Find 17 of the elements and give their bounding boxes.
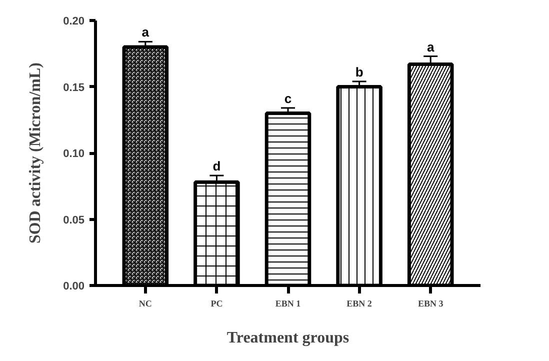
annotation: d <box>212 158 221 174</box>
x-tick-label: EBN 1 <box>275 298 302 308</box>
y-tick-label: 0.10 <box>63 148 85 160</box>
x-tick-label: PC <box>210 298 223 308</box>
y-axis-title: SOD activity (Micron/mL) <box>27 62 44 244</box>
annotation: a <box>426 39 435 54</box>
x-tick-label: EBN 3 <box>418 298 444 308</box>
y-tick-label: 0.20 <box>63 16 85 28</box>
y-tick-label: 0.15 <box>63 82 85 94</box>
x-tick-label: EBN 2 <box>346 298 372 308</box>
annotation: c <box>284 90 292 106</box>
y-tick-label: 0.05 <box>63 214 85 226</box>
y-tick-label: 0.00 <box>63 280 85 292</box>
x-tick-label: NC <box>138 298 152 308</box>
annotation: a <box>142 24 150 40</box>
annotation: b <box>355 64 364 80</box>
x-axis-title: Treatment groups <box>226 330 350 346</box>
